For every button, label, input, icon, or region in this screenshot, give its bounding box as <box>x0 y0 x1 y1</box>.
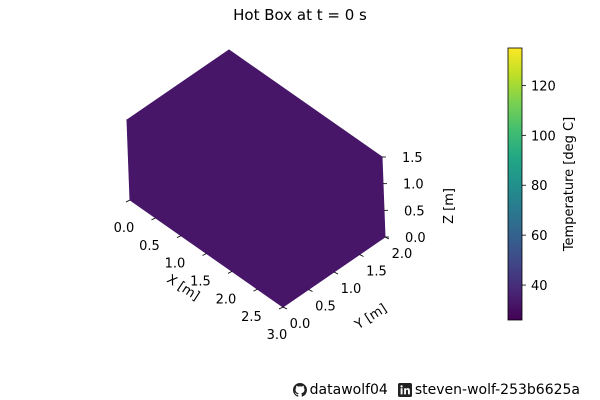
y-tick-mark <box>282 306 288 310</box>
colorbar-tick-label: 100 <box>531 129 556 144</box>
x-axis-ticks: 0.0 0.5 1.0 1.5 2.0 2.5 3.0 <box>114 199 288 343</box>
z-tick-label: 0.0 <box>405 231 426 246</box>
chart-title: Hot Box at t = 0 s <box>233 6 367 24</box>
y-tick-label: 0.0 <box>290 317 311 332</box>
github-username[interactable]: datawolf04 <box>309 382 388 398</box>
hot-box-surface <box>126 49 386 308</box>
x-tick-mark <box>227 270 233 274</box>
x-tick-mark <box>176 235 182 239</box>
y-tick-mark <box>308 289 313 292</box>
y-tick-label: 0.5 <box>315 300 336 315</box>
x-tick-label: 2.0 <box>216 292 237 307</box>
x-tick-mark <box>202 253 207 256</box>
colorbar-label: Temperature [deg C] <box>562 117 577 252</box>
x-tick-label: 2.5 <box>241 310 262 325</box>
z-tick-label: 0.5 <box>404 204 425 219</box>
github-icon <box>292 383 307 397</box>
z-axis-ticks: 0.0 0.5 1.0 1.5 <box>382 151 426 246</box>
y-axis-label: Y [m] <box>352 301 390 333</box>
x-tick-label: 0.0 <box>114 221 135 236</box>
z-axis-label: Z [m] <box>442 188 457 224</box>
colorbar-ticks: 40 60 80 100 120 <box>522 79 556 294</box>
colorbar: 40 60 80 100 120 Temperature [deg C] <box>507 47 577 321</box>
linkedin-icon <box>397 383 412 397</box>
x-tick-mark <box>253 288 258 292</box>
colorbar-gradient <box>507 47 523 321</box>
x-tick-label: 0.5 <box>139 239 160 254</box>
colorbar-tick-label: 60 <box>531 229 548 244</box>
x-tick-label: 1.5 <box>190 275 211 290</box>
x-tick-mark <box>278 306 284 310</box>
y-tick-label: 2.0 <box>392 247 413 262</box>
footer-credits: datawolf04 steven-wolf-253b6625a <box>292 382 580 398</box>
x-tick-mark <box>151 217 156 221</box>
y-tick-label: 1.5 <box>366 265 387 280</box>
colorbar-tick-label: 120 <box>531 79 556 94</box>
colorbar-tick-label: 40 <box>531 279 548 294</box>
y-tick-label: 1.0 <box>341 282 362 297</box>
y-tick-mark <box>333 271 339 275</box>
y-axis-ticks: 0.0 0.5 1.0 1.5 2.0 <box>282 236 413 332</box>
x-tick-mark <box>125 199 131 203</box>
z-tick-label: 1.5 <box>402 151 423 166</box>
x-tick-label: 1.0 <box>165 257 186 272</box>
colorbar-tick-label: 80 <box>531 179 548 194</box>
x-tick-label: 3.0 <box>267 328 288 343</box>
z-tick-label: 1.0 <box>403 178 424 193</box>
y-tick-mark <box>359 254 364 257</box>
linkedin-username[interactable]: steven-wolf-253b6625a <box>414 382 580 398</box>
